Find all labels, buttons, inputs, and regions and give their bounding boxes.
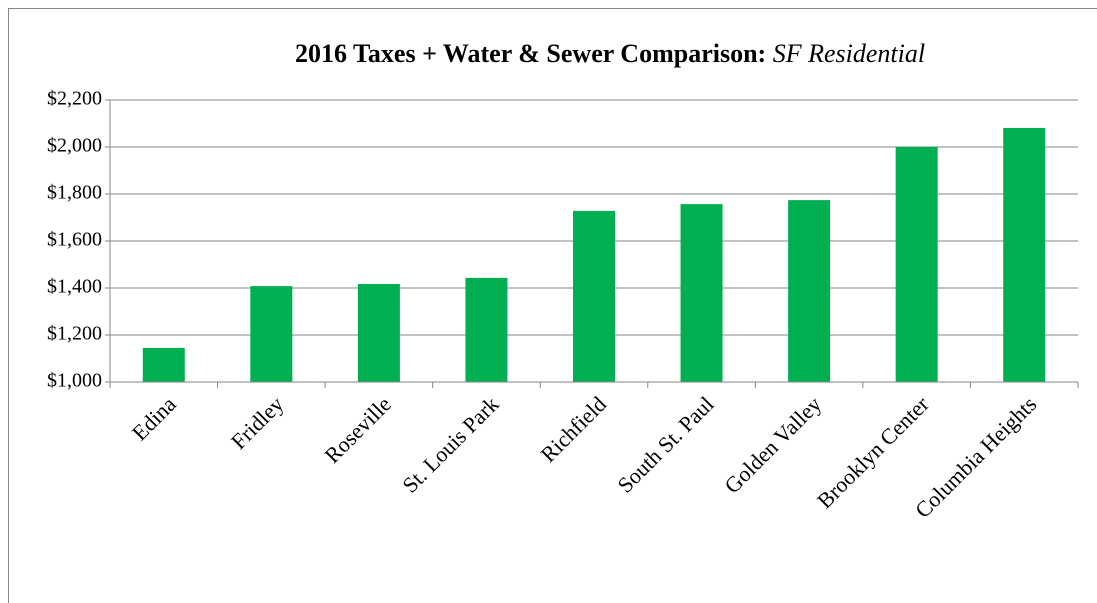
chart-title: 2016 Taxes + Water & Sewer Comparison: [295, 39, 766, 68]
x-tick-label: Golden Valley [719, 391, 826, 498]
y-tick-label: $2,000 [47, 135, 102, 157]
x-tick-label: St. Louis Park [397, 391, 503, 497]
x-tick-label: Brooklyn Center [812, 391, 934, 513]
y-tick-label: $1,000 [47, 370, 102, 392]
bar [465, 277, 508, 382]
bar [788, 200, 831, 382]
bar [573, 210, 615, 382]
bar [680, 204, 723, 382]
y-tick-label: $1,200 [47, 323, 102, 345]
chart-subtitle: SF Residential [773, 39, 925, 68]
x-tick-label: Richfield [536, 391, 612, 467]
x-tick-label: Edina [127, 391, 181, 445]
x-tick-label: Roseville [320, 391, 396, 467]
bar [142, 347, 185, 382]
bar [1003, 127, 1046, 382]
bar [357, 284, 400, 382]
chart-border [8, 8, 1097, 603]
bar [250, 286, 293, 382]
y-tick-label: $1,600 [47, 229, 102, 251]
bar [895, 147, 938, 382]
y-tick-label: $1,400 [47, 276, 102, 298]
x-tick-label: Fridley [226, 391, 289, 454]
y-tick-label: $2,200 [47, 88, 102, 110]
x-tick-label: South St. Paul [612, 391, 718, 497]
y-tick-label: $1,800 [47, 182, 102, 204]
chart-title-line: 2016 Taxes + Water & Sewer Comparison: S… [295, 39, 925, 68]
